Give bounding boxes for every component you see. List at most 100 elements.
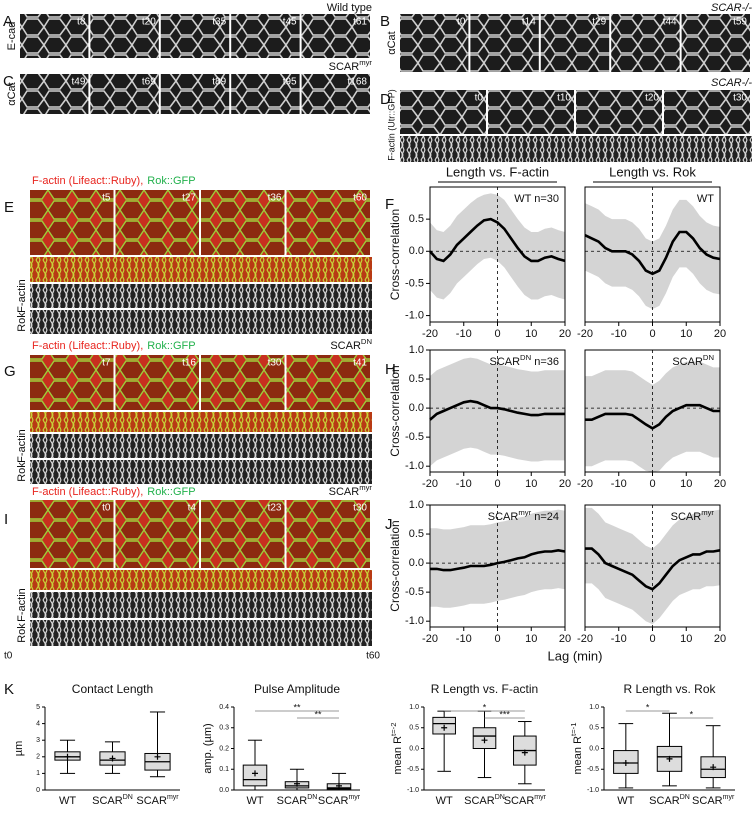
- channel-name: F-actin (Lifeact::Ruby),: [32, 486, 143, 498]
- panel-letter: G: [4, 363, 16, 380]
- microscopy-frame: [160, 74, 230, 114]
- microscopy-frame: [286, 355, 370, 410]
- x-tick-label: WT: [436, 795, 453, 807]
- significance-label: **: [293, 702, 301, 712]
- category-name: SCAR: [649, 795, 680, 807]
- y-tick-label: -1.0: [405, 460, 424, 472]
- category-name: SCAR: [277, 795, 308, 807]
- genotype-label-text: SCAR: [329, 61, 360, 73]
- mean-marker: [252, 770, 258, 777]
- y-tick-label: 0.0: [409, 557, 424, 569]
- channel-name: Rok::GFP: [147, 340, 195, 352]
- x-tick-label: 20: [714, 478, 726, 490]
- time-label: t27: [182, 193, 196, 204]
- y-tick-label: 0.0: [409, 402, 424, 414]
- genotype-label-text: SCAR-/-: [711, 2, 752, 14]
- annotation-sup: DN: [703, 353, 714, 362]
- microscopy-frame: [400, 14, 469, 72]
- x-tick-label: 10: [525, 328, 537, 340]
- microscopy-frame: [20, 74, 89, 114]
- category-sup: DN: [307, 794, 317, 801]
- microscopy-frame: [681, 14, 750, 72]
- chart-title: Pulse Amplitude: [254, 682, 340, 696]
- y-axis-label: µm: [13, 741, 25, 757]
- genotype-label: SCAR-/-: [711, 77, 752, 89]
- y-axis-label-text: µm: [13, 741, 25, 757]
- channel-legend: F-actin (Lifeact::Ruby), Rok::GFP: [32, 340, 196, 352]
- y-tick-label: 0.0: [409, 745, 419, 752]
- y-tick-label: 0.2: [219, 745, 229, 752]
- category-name: WT: [617, 795, 634, 807]
- y-tick-label: -1.0: [405, 309, 424, 321]
- x-tick-label: -20: [422, 633, 438, 645]
- x-tick-label: 20: [559, 478, 571, 490]
- category-sup: DN: [123, 794, 133, 801]
- y-axis-label: Cross-correlation: [388, 365, 402, 456]
- x-tick-label: -20: [577, 478, 593, 490]
- microscopy-frame: [231, 74, 300, 114]
- time-label: t61: [353, 17, 367, 28]
- mean-marker: [710, 764, 717, 771]
- microscopy-frame: [30, 355, 114, 410]
- kymograph-label: F-actin: [16, 279, 28, 313]
- annotation-suffix: n=24: [531, 511, 559, 523]
- microscopy-frame: [90, 74, 159, 114]
- x-tick-label: 10: [525, 478, 537, 490]
- microscopy-frame: [90, 14, 159, 58]
- y-tick-label: 1.0: [409, 704, 419, 711]
- time-label: t20: [142, 17, 156, 28]
- category-sup: myr: [348, 794, 360, 801]
- annotation-text: WT: [697, 193, 714, 205]
- time-label: t0: [457, 17, 466, 28]
- kymograph: [30, 434, 372, 458]
- time-label: t30: [733, 93, 747, 104]
- microscopy-frame: [301, 14, 370, 58]
- kymograph: [30, 412, 372, 432]
- significance-label: *: [483, 702, 487, 712]
- kymograph: [30, 284, 372, 308]
- y-axis-label: amp. (µm): [202, 723, 214, 773]
- x-tick-label: -10: [611, 328, 627, 340]
- x-tick-label: 0: [494, 328, 500, 340]
- mean-marker: [294, 780, 300, 787]
- time-label: t59: [733, 17, 747, 28]
- genotype-label: SCAR-/-: [711, 2, 752, 14]
- x-tick-label: 10: [680, 633, 692, 645]
- time-label: t5: [102, 193, 111, 204]
- mean-marker: [64, 753, 71, 760]
- annotation: WT: [697, 193, 714, 205]
- sd-band: [430, 509, 565, 608]
- microscopy-frame: [20, 14, 89, 58]
- kymograph: [30, 460, 372, 484]
- kymograph-label: Rok: [16, 312, 28, 332]
- significance-label: *: [646, 702, 650, 712]
- y-tick-label: 2: [36, 754, 40, 761]
- genotype-label-text: Wild type: [327, 2, 372, 14]
- x-tick-label: -10: [456, 478, 472, 490]
- time-label: t69: [142, 77, 156, 88]
- x-tick-label: 20: [559, 633, 571, 645]
- mean-marker: [622, 760, 629, 767]
- kymograph: [30, 592, 372, 618]
- genotype-label-text: SCAR: [329, 486, 360, 498]
- x-tick-label: SCARmyr: [504, 794, 547, 807]
- annotation-text: SCAR: [672, 356, 703, 368]
- y-tick-label: 1.0: [589, 704, 599, 711]
- x-tick-label: 10: [680, 478, 692, 490]
- genotype-label: SCARmyr: [329, 483, 373, 498]
- annotation-sup: DN: [520, 353, 531, 362]
- time-label: t30: [353, 503, 367, 514]
- microscopy-frame: [115, 500, 199, 568]
- mean-line: [585, 547, 721, 591]
- annotation-text: SCAR: [671, 511, 702, 523]
- genotype-label-text: SCAR: [330, 340, 361, 352]
- microscopy-frame: [201, 190, 285, 255]
- x-tick-label: -10: [456, 633, 472, 645]
- mean-marker: [521, 749, 528, 756]
- y-axis-label-text: amp. (µm): [202, 723, 214, 773]
- mean-marker: [336, 782, 342, 789]
- x-tick-label: SCARDN: [464, 794, 505, 807]
- category-name: SCAR: [464, 795, 495, 807]
- panel-letter: C: [3, 73, 14, 90]
- x-tick-label: SCARDN: [649, 794, 690, 807]
